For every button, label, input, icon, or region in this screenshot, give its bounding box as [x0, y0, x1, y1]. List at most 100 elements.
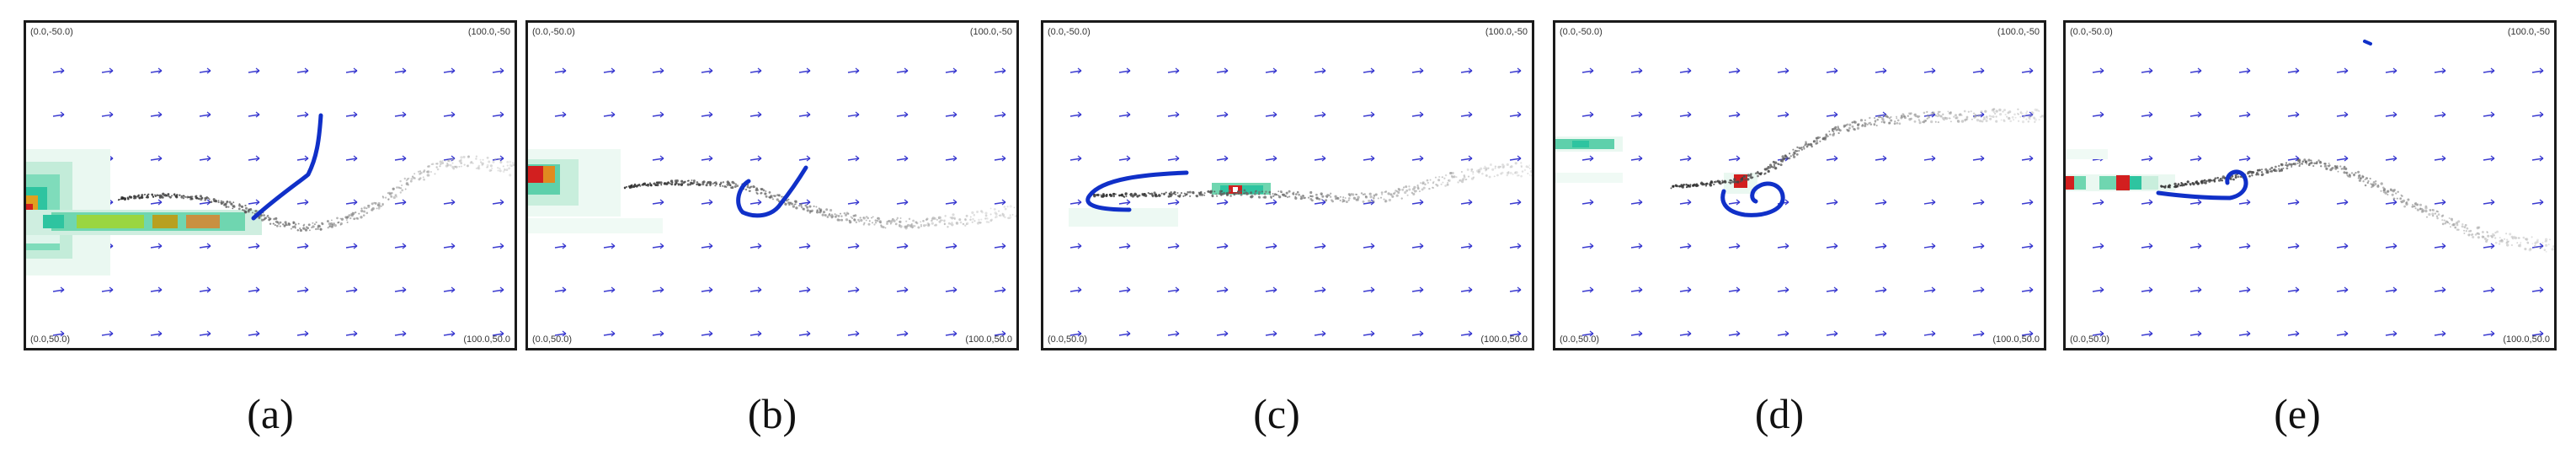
plume-particle [976, 211, 979, 213]
plume-particle [480, 161, 483, 163]
wind-arrow [2092, 70, 2104, 73]
wind-arrow [2141, 114, 2153, 117]
plume-particle [2556, 248, 2557, 250]
plume-particle [1934, 115, 1938, 117]
plume-particle [989, 207, 992, 210]
plume-particle [1764, 168, 1768, 171]
plume-particle [965, 214, 968, 217]
wind-arrow [701, 114, 713, 117]
plume-particle [994, 216, 997, 219]
plume-particle [360, 207, 363, 210]
plume-particle [1398, 188, 1401, 191]
wind-arrow-head [1687, 111, 1692, 118]
plume-particle [451, 158, 455, 161]
wind-arrow-head [2490, 155, 2495, 162]
wind-arrow-head [304, 199, 309, 206]
wind-arrow-head [2099, 243, 2104, 249]
plume-particle [1798, 150, 1800, 152]
wind-arrow-head [2246, 330, 2251, 337]
plume-particle [1432, 182, 1435, 185]
plume-particle [508, 167, 511, 170]
wind-arrow [994, 333, 1006, 336]
plume-particle [2491, 235, 2493, 238]
plume-particle [373, 201, 376, 204]
wind-arrow [1460, 114, 1473, 117]
plume-particle [1320, 192, 1323, 195]
plume-particle [2328, 163, 2330, 164]
plume-particle [2030, 110, 2033, 113]
wind-arrow [2189, 201, 2202, 205]
plume-particle [2435, 215, 2439, 217]
wind-arrow-head [402, 286, 407, 293]
wind-arrow [2434, 245, 2446, 249]
plume-particle [910, 222, 913, 226]
plume-particle [2466, 227, 2469, 230]
plume-particle [908, 217, 911, 221]
wind-arrow [248, 333, 260, 336]
wind-arrow [1069, 333, 1082, 336]
plume-particle [244, 204, 247, 207]
plume-particle [822, 211, 826, 214]
plume-particle [2372, 181, 2376, 184]
plume-particle [1325, 195, 1329, 198]
plume-particle [2437, 213, 2440, 216]
wind-arrow [798, 333, 811, 336]
plume-particle [295, 223, 297, 226]
wind-arrow [1581, 70, 1594, 73]
plume-particle [293, 225, 296, 228]
plume-particle [2522, 236, 2525, 239]
plume-particle [1890, 119, 1893, 122]
plume-particle [714, 185, 717, 187]
wind-arrow [345, 70, 358, 73]
wind-arrow [1679, 158, 1692, 161]
wind-arrow-head [60, 111, 65, 118]
plume-particle [2203, 179, 2206, 182]
plume-particle [243, 211, 248, 214]
wind-arrow [443, 114, 456, 117]
wind-arrow [2483, 245, 2495, 249]
wind-arrows [2092, 67, 2544, 337]
plume-particle [163, 194, 166, 196]
wind-arrow-head [109, 286, 114, 293]
plume-particle [1995, 115, 1997, 118]
plume-particle [2003, 119, 2005, 121]
wind-arrow-head [2099, 199, 2104, 206]
plume-particle [1400, 197, 1403, 200]
plume-particle [1488, 175, 1491, 179]
wind-arrow-head [904, 286, 909, 293]
wind-arrow-head [1980, 199, 1985, 206]
wind-arrow-head [1468, 111, 1473, 118]
plume-particle [927, 223, 931, 226]
wind-arrow [1411, 158, 1424, 161]
plume-particle [1187, 190, 1189, 194]
panel-a: (0.0,-50.0) (100.0,-50 (0.0,50.0) (100.0… [24, 20, 517, 350]
plume-particle [1527, 166, 1529, 168]
plume-particle [1731, 180, 1735, 184]
wind-arrow [1363, 158, 1375, 161]
plume-particle [1926, 117, 1928, 120]
plume-particle [2221, 179, 2223, 182]
plume-particle [840, 218, 844, 222]
plume-particle [1757, 174, 1759, 178]
plume-particle [263, 214, 265, 217]
plume-particle [681, 183, 684, 185]
plume-particle [794, 201, 797, 204]
plume-particle [1804, 144, 1806, 147]
plume-particle [2544, 240, 2547, 243]
wind-arrow-head [904, 199, 909, 206]
plume-particle [2335, 166, 2339, 168]
plume-particle [795, 206, 798, 210]
wind-arrow-head [1370, 286, 1375, 293]
plume-particle [1984, 110, 1987, 113]
wind-arrow-head [1077, 286, 1082, 293]
wind-arrow [896, 158, 909, 161]
wind-arrow [2189, 158, 2202, 161]
wind-arrow [896, 333, 909, 336]
wind-arrow-head [2197, 67, 2202, 74]
wind-arrow-head [1687, 243, 1692, 249]
plume-particle [463, 163, 466, 166]
plume-particle [722, 185, 724, 187]
plume-particle [2518, 237, 2520, 239]
wind-arrow [1826, 70, 1838, 73]
plume-particle [226, 200, 229, 203]
